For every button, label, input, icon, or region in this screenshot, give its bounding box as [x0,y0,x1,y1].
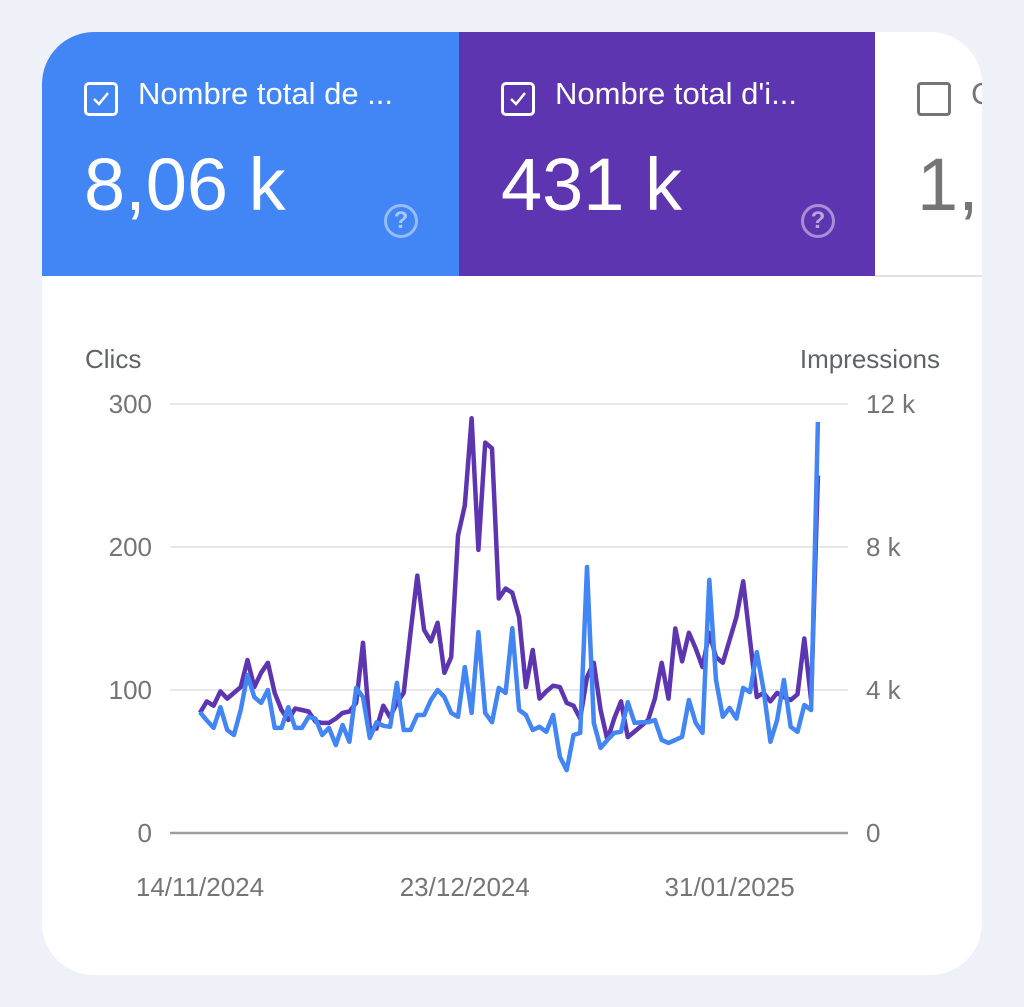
metric-label: Nombre total de ... [138,76,394,111]
metric-value: 8,06 k [84,143,286,226]
help-icon[interactable]: ? [384,204,418,238]
checkbox-checked[interactable] [501,82,535,116]
right-tick-label: 4 k [866,675,901,705]
metric-label: C [971,76,982,112]
right-axis-title: Impressions [799,344,940,374]
x-tick-label: 23/12/2024 [399,872,530,902]
metric-value: 1, [917,143,979,226]
right-tick-label: 12 k [866,389,916,419]
check-icon [510,92,526,106]
left-tick-label: 0 [137,818,152,848]
help-icon[interactable]: ? [801,204,835,238]
tile-divider [875,275,982,277]
check-icon [93,92,109,106]
metric-tile-impressions[interactable]: Nombre total d'i... 431 k ? [459,32,875,276]
left-tick-label: 300 [108,389,152,419]
x-tick-label: 14/11/2024 [135,872,265,902]
left-axis-title: Clics [85,344,142,374]
right-tick-label: 8 k [866,532,901,562]
impressions-series-line [198,421,821,773]
metric-tile-clicks[interactable]: Nombre total de ... 8,06 k ? [42,32,459,276]
checkbox-unchecked[interactable] [917,82,951,116]
clicks-series-line [198,416,821,743]
metric-tile-ctr[interactable]: C 1, [875,32,982,276]
metric-label: Nombre total d'i... [555,76,797,111]
right-tick-label: 0 [866,818,881,848]
checkbox-checked[interactable] [84,82,118,116]
left-tick-label: 200 [108,532,152,562]
left-tick-label: 100 [108,675,152,705]
performance-card: Nombre total de ... 8,06 k ? Nombre tota… [42,32,982,975]
metric-value: 431 k [501,143,683,226]
x-tick-label: 31/01/2025 [664,872,795,902]
